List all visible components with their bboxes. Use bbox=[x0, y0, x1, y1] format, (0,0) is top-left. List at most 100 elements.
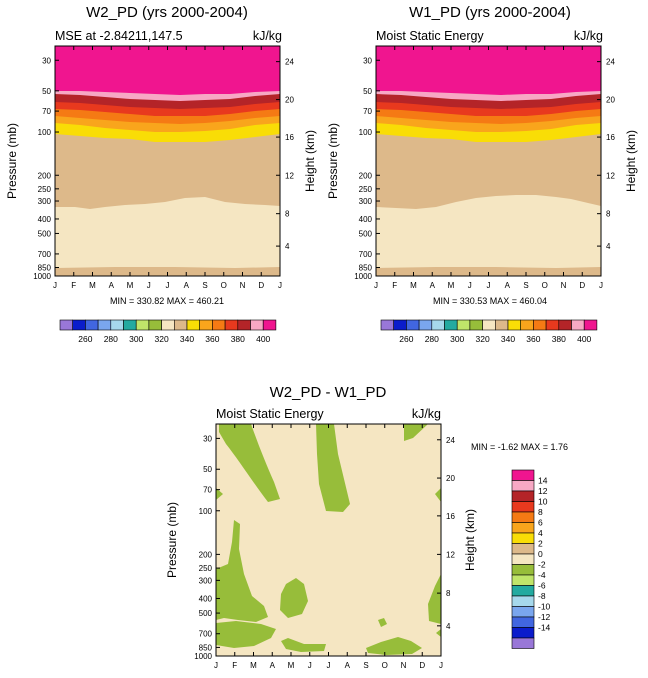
colorbar-swatch bbox=[85, 319, 99, 331]
panel3-neg-upper-right bbox=[404, 424, 428, 441]
y-tick-label: 30 bbox=[363, 56, 372, 65]
panel3-ylabel-right: Height (km) bbox=[463, 509, 477, 571]
colorbar-swatch bbox=[212, 319, 226, 331]
y-tick-label: 850 bbox=[199, 643, 213, 652]
panel2-title: W1_PD (yrs 2000-2004) bbox=[409, 4, 571, 21]
x-tick-label: J bbox=[487, 281, 491, 290]
y-tick-label: 30 bbox=[42, 56, 51, 65]
y-right-tick-label: 16 bbox=[606, 133, 615, 142]
colorbar-swatch bbox=[545, 319, 560, 331]
colorbar-swatch bbox=[494, 319, 509, 331]
y-right-tick-label: 20 bbox=[606, 96, 615, 105]
colorbar-swatch bbox=[511, 490, 535, 502]
x-tick-label: J bbox=[147, 281, 151, 290]
panel2-left-subtitle: Moist Static Energy bbox=[376, 29, 484, 43]
colorbar-swatch bbox=[262, 319, 277, 331]
colorbar-label: 340 bbox=[180, 334, 194, 344]
y-tick-label: 850 bbox=[359, 263, 373, 272]
colorbar-label: 12 bbox=[538, 486, 548, 496]
colorbar-label: 10 bbox=[538, 497, 548, 507]
x-tick-label: D bbox=[258, 281, 264, 290]
colorbar-label: -10 bbox=[538, 602, 551, 612]
y-right-tick-label: 4 bbox=[446, 622, 451, 631]
colorbar-swatch bbox=[72, 319, 86, 331]
colorbar-swatch bbox=[431, 319, 445, 331]
panel-w2-pd: W2_PD (yrs 2000-2004) MSE at -2.84211,14… bbox=[5, 4, 317, 344]
colorbar-swatch bbox=[186, 319, 200, 331]
colorbar-swatch bbox=[393, 319, 407, 331]
x-tick-label: S bbox=[363, 661, 368, 670]
colorbar-label: -14 bbox=[538, 623, 551, 633]
panel3-left-subtitle: Moist Static Energy bbox=[216, 407, 324, 421]
x-tick-label: M bbox=[250, 661, 257, 670]
x-tick-label: J bbox=[468, 281, 472, 290]
colorbar-label: -12 bbox=[538, 612, 551, 622]
x-tick-label: N bbox=[401, 661, 407, 670]
colorbar-label: -8 bbox=[538, 591, 546, 601]
panel3-neg-right-edge bbox=[435, 488, 441, 502]
x-tick-label: A bbox=[345, 661, 351, 670]
x-tick-label: J bbox=[308, 661, 312, 670]
panel1-colorbar: 260 280 300 320 340 360 380 400 bbox=[59, 319, 277, 344]
y-tick-label: 400 bbox=[38, 215, 52, 224]
colorbar-label: 260 bbox=[78, 334, 92, 344]
panel-w1-pd: W1_PD (yrs 2000-2004) Moist Static Energ… bbox=[326, 4, 638, 344]
colorbar-label: 340 bbox=[501, 334, 515, 344]
y-right-tick-label: 8 bbox=[606, 210, 611, 219]
x-tick-label: M bbox=[410, 281, 417, 290]
y-right-tick-label: 24 bbox=[285, 58, 294, 67]
colorbar-swatch bbox=[482, 319, 496, 331]
x-tick-label: J bbox=[439, 661, 443, 670]
colorbar-swatch bbox=[511, 543, 535, 555]
y-right-tick-label: 24 bbox=[446, 436, 455, 445]
x-tick-label: J bbox=[53, 281, 57, 290]
panel3-axes: J F M A M J J A S O N D J 30 50 70 100 200 250 300 400 500 700… bbox=[194, 424, 455, 670]
y-tick-label: 700 bbox=[38, 250, 52, 259]
colorbar-swatch bbox=[444, 319, 458, 331]
x-tick-label: M bbox=[127, 281, 134, 290]
y-tick-label: 250 bbox=[38, 185, 52, 194]
colorbar-swatch bbox=[250, 319, 264, 331]
y-tick-label: 30 bbox=[203, 434, 212, 443]
y-tick-label: 300 bbox=[38, 197, 52, 206]
panel1-units: kJ/kg bbox=[253, 29, 282, 43]
y-tick-label: 400 bbox=[199, 594, 213, 603]
colorbar-swatch bbox=[520, 319, 534, 331]
panel3-neg-bottom-edge bbox=[436, 629, 441, 637]
y-tick-label: 1000 bbox=[194, 652, 212, 661]
y-tick-label: 100 bbox=[199, 507, 213, 516]
y-tick-label: 500 bbox=[199, 609, 213, 618]
y-tick-label: 1000 bbox=[33, 272, 51, 281]
colorbar-swatch bbox=[456, 319, 471, 331]
x-tick-label: A bbox=[184, 281, 190, 290]
x-tick-label: F bbox=[71, 281, 76, 290]
y-tick-label: 200 bbox=[199, 550, 213, 559]
x-tick-label: S bbox=[523, 281, 528, 290]
colorbar-label: 280 bbox=[425, 334, 439, 344]
colorbar-label: -4 bbox=[538, 570, 546, 580]
colorbar-label: 280 bbox=[104, 334, 118, 344]
x-tick-label: D bbox=[419, 661, 425, 670]
panel1-minmax: MIN = 330.82 MAX = 460.21 bbox=[110, 296, 224, 306]
colorbar-label: 360 bbox=[526, 334, 540, 344]
y-tick-label: 250 bbox=[359, 185, 373, 194]
x-tick-label: F bbox=[392, 281, 397, 290]
y-tick-label: 500 bbox=[359, 229, 373, 238]
y-right-tick-label: 16 bbox=[285, 133, 294, 142]
colorbar-swatch bbox=[558, 319, 572, 331]
colorbar-label: 400 bbox=[256, 334, 270, 344]
panel1-ylabel-right: Height (km) bbox=[303, 130, 317, 192]
y-tick-label: 50 bbox=[363, 87, 372, 96]
panel3-neg-bottom-right bbox=[366, 637, 422, 655]
panel1-plot-area bbox=[54, 45, 281, 277]
x-tick-label: A bbox=[109, 281, 115, 290]
colorbar-swatch bbox=[511, 606, 535, 618]
colorbar-swatch bbox=[199, 319, 213, 331]
panel2-axes: J F M A M J J A S O N D J 30 50 70 100 200 250 300 400 500 700… bbox=[354, 46, 615, 290]
x-tick-label: O bbox=[382, 661, 388, 670]
colorbar-swatch bbox=[237, 319, 251, 331]
y-tick-label: 70 bbox=[203, 486, 212, 495]
x-tick-label: O bbox=[542, 281, 548, 290]
panel2-colorbar: 260 280 300 320 340 360 380 400 bbox=[380, 319, 598, 344]
panel2-ylabel: Pressure (mb) bbox=[326, 123, 340, 199]
